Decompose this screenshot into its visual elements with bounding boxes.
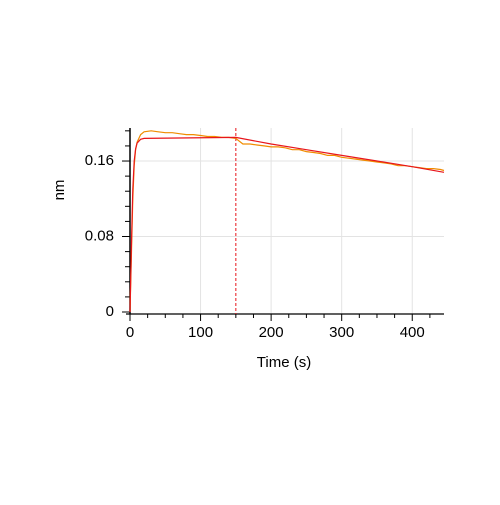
y-axis-label: nm — [51, 180, 68, 201]
x-tick-label: 100 — [188, 324, 213, 341]
x-tick-label: 200 — [259, 324, 284, 341]
y-tick-label: 0.16 — [85, 152, 114, 169]
x-tick-label: 0 — [126, 324, 134, 341]
data-line — [129, 130, 445, 313]
x-axis-label: Time (s) — [257, 354, 311, 371]
x-tick-label: 400 — [400, 324, 425, 341]
data-line — [129, 136, 445, 313]
x-tick-label: 300 — [329, 324, 354, 341]
y-tick-label: 0.08 — [85, 227, 114, 244]
y-tick-label: 0 — [106, 303, 114, 320]
